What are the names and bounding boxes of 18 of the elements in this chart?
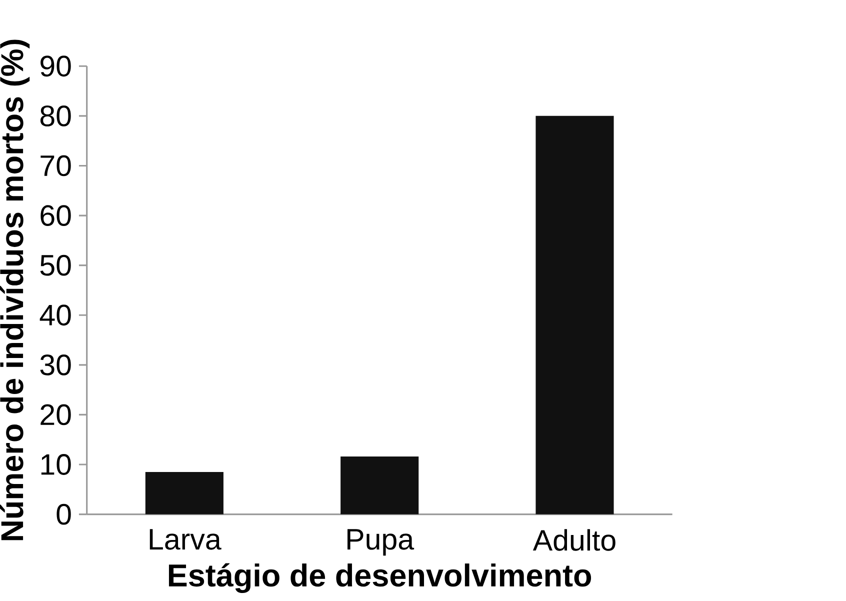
bar (536, 116, 614, 514)
y-tick-label: 10 (41, 454, 71, 475)
x-tick-label: Larva (150, 529, 222, 550)
y-axis-title: Número de indivíduos mortos (%) (0, 40, 30, 540)
y-tick-label: 20 (40, 404, 71, 426)
x-tick-label: Adulto (532, 529, 616, 551)
y-tick-label: 0 (56, 504, 71, 525)
y-tick-label: 90 (40, 56, 71, 77)
y-tick-label: 70 (40, 155, 71, 176)
bar (145, 472, 224, 514)
x-tick-label: Pupa (348, 529, 414, 556)
y-tick-label: 30 (40, 354, 71, 376)
x-axis-title: Estágio de desenvolvimento (168, 563, 592, 593)
y-tick-label: 50 (40, 254, 71, 276)
y-tick-label: 40 (40, 304, 71, 326)
y-tick-label: 80 (40, 105, 71, 126)
y-tick-label: 60 (40, 204, 71, 226)
bar (340, 456, 419, 514)
